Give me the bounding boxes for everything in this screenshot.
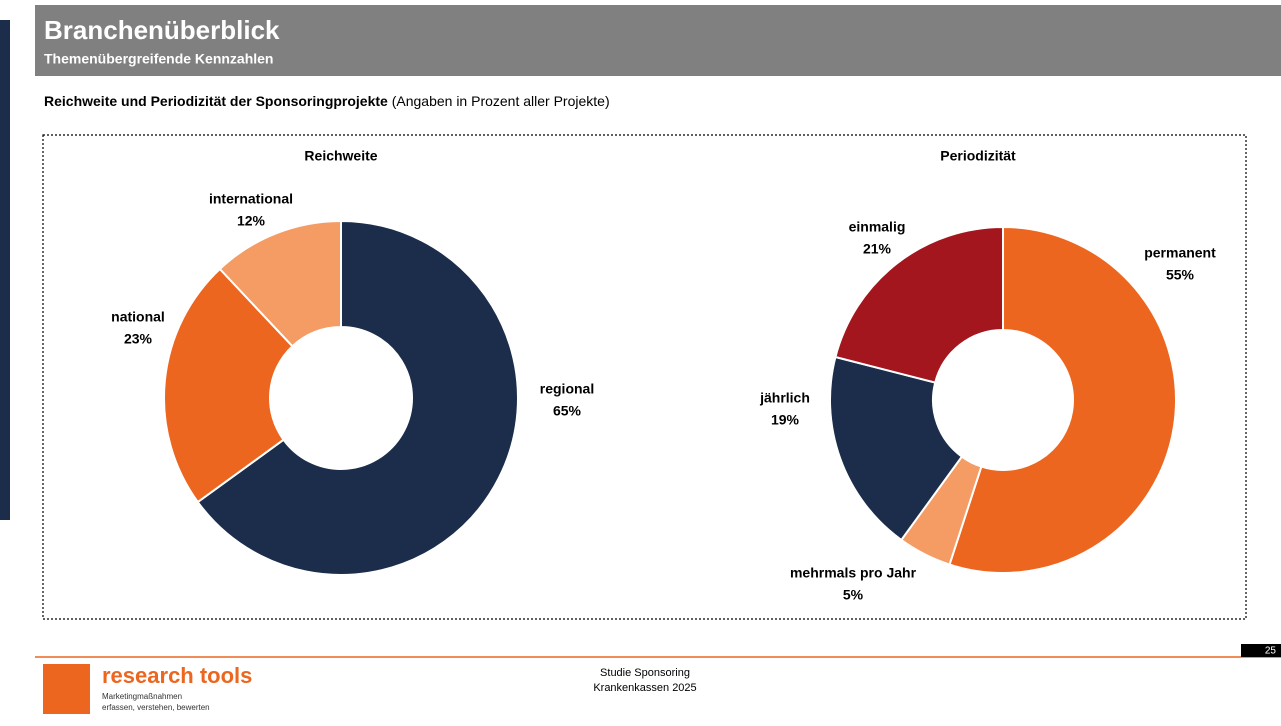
chart-title: Periodizität: [940, 148, 1016, 164]
chart-frame: [42, 134, 1247, 620]
slice-value: 23%: [124, 331, 153, 347]
logo: [43, 664, 90, 714]
slice-value: 12%: [237, 213, 266, 229]
heading: Reichweite und Periodizität der Sponsori…: [44, 93, 610, 109]
slice: [196, 219, 519, 576]
slice-label: national: [111, 309, 165, 325]
slice-value: 5%: [843, 587, 864, 603]
page-number: 25: [1265, 646, 1277, 657]
subtitle: Themenübergreifende Kennzahlen: [44, 51, 273, 67]
slice-label: international: [209, 191, 293, 207]
chart-title: Reichweite: [304, 148, 377, 164]
slice-label: jährlich: [759, 390, 810, 406]
brand: research tools: [102, 663, 252, 688]
tagline: erfassen, verstehen, bewerten: [102, 703, 210, 712]
slice-label: permanent: [1144, 245, 1216, 261]
slice-label: einmalig: [849, 219, 906, 235]
study: Studie Sponsoring: [600, 667, 690, 679]
heading-note: (Angaben in Prozent aller Projekte): [392, 93, 610, 109]
slice-label: mehrmals pro Jahr: [790, 565, 917, 581]
header-bar: [35, 5, 1281, 76]
study: Krankenkassen 2025: [593, 682, 696, 694]
slice-value: 21%: [863, 241, 892, 257]
charts: Reichweite regional 65% national 23% internat…: [111, 148, 1216, 603]
slice-value: 19%: [771, 412, 800, 428]
slice: [948, 225, 1177, 574]
slice: [834, 225, 1004, 384]
slice-value: 65%: [553, 403, 582, 419]
side-window: [0, 20, 10, 520]
slice: [218, 219, 342, 348]
tagline: Marketingmaßnahmen: [102, 692, 182, 701]
heading-bold: Reichweite und Periodizität der Sponsori…: [44, 93, 388, 109]
slice-label: regional: [540, 381, 594, 397]
slice-value: 55%: [1166, 267, 1195, 283]
title: Branchenüberblick: [44, 15, 280, 45]
page-box: [1241, 644, 1281, 657]
slice: [163, 267, 294, 504]
slice: [829, 355, 964, 542]
